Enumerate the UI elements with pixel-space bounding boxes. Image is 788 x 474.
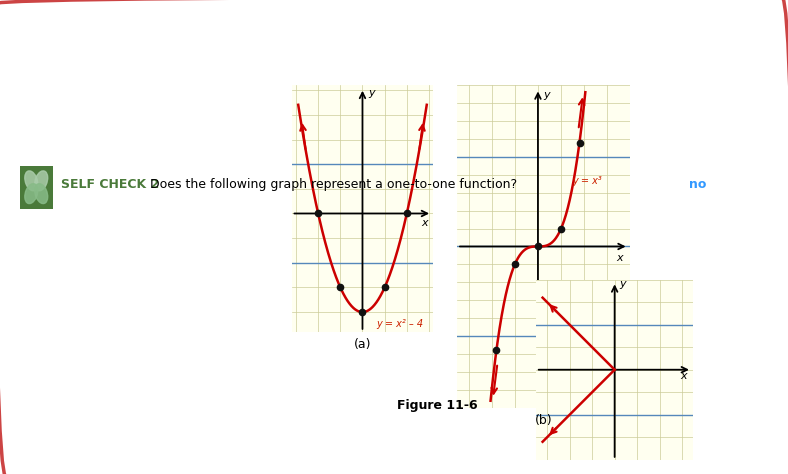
- Text: SELF CHECK 2: SELF CHECK 2: [61, 178, 160, 191]
- Text: x: x: [616, 253, 623, 263]
- Text: y = x³: y = x³: [573, 176, 602, 186]
- Text: Does the following graph represent a one-to-one function?: Does the following graph represent a one…: [150, 178, 517, 191]
- Text: y = x² – 4: y = x² – 4: [376, 319, 423, 329]
- Text: (a): (a): [354, 338, 371, 351]
- Text: no: no: [690, 178, 707, 191]
- Ellipse shape: [24, 183, 38, 204]
- Text: (b): (b): [535, 414, 552, 427]
- Text: y: y: [619, 279, 626, 289]
- Text: Figure 11-6: Figure 11-6: [397, 399, 478, 412]
- Ellipse shape: [35, 183, 48, 204]
- Text: x: x: [422, 218, 428, 228]
- Text: x: x: [681, 371, 687, 381]
- Ellipse shape: [24, 171, 38, 191]
- Ellipse shape: [35, 171, 48, 191]
- Text: y: y: [544, 90, 550, 100]
- Text: y: y: [368, 88, 374, 98]
